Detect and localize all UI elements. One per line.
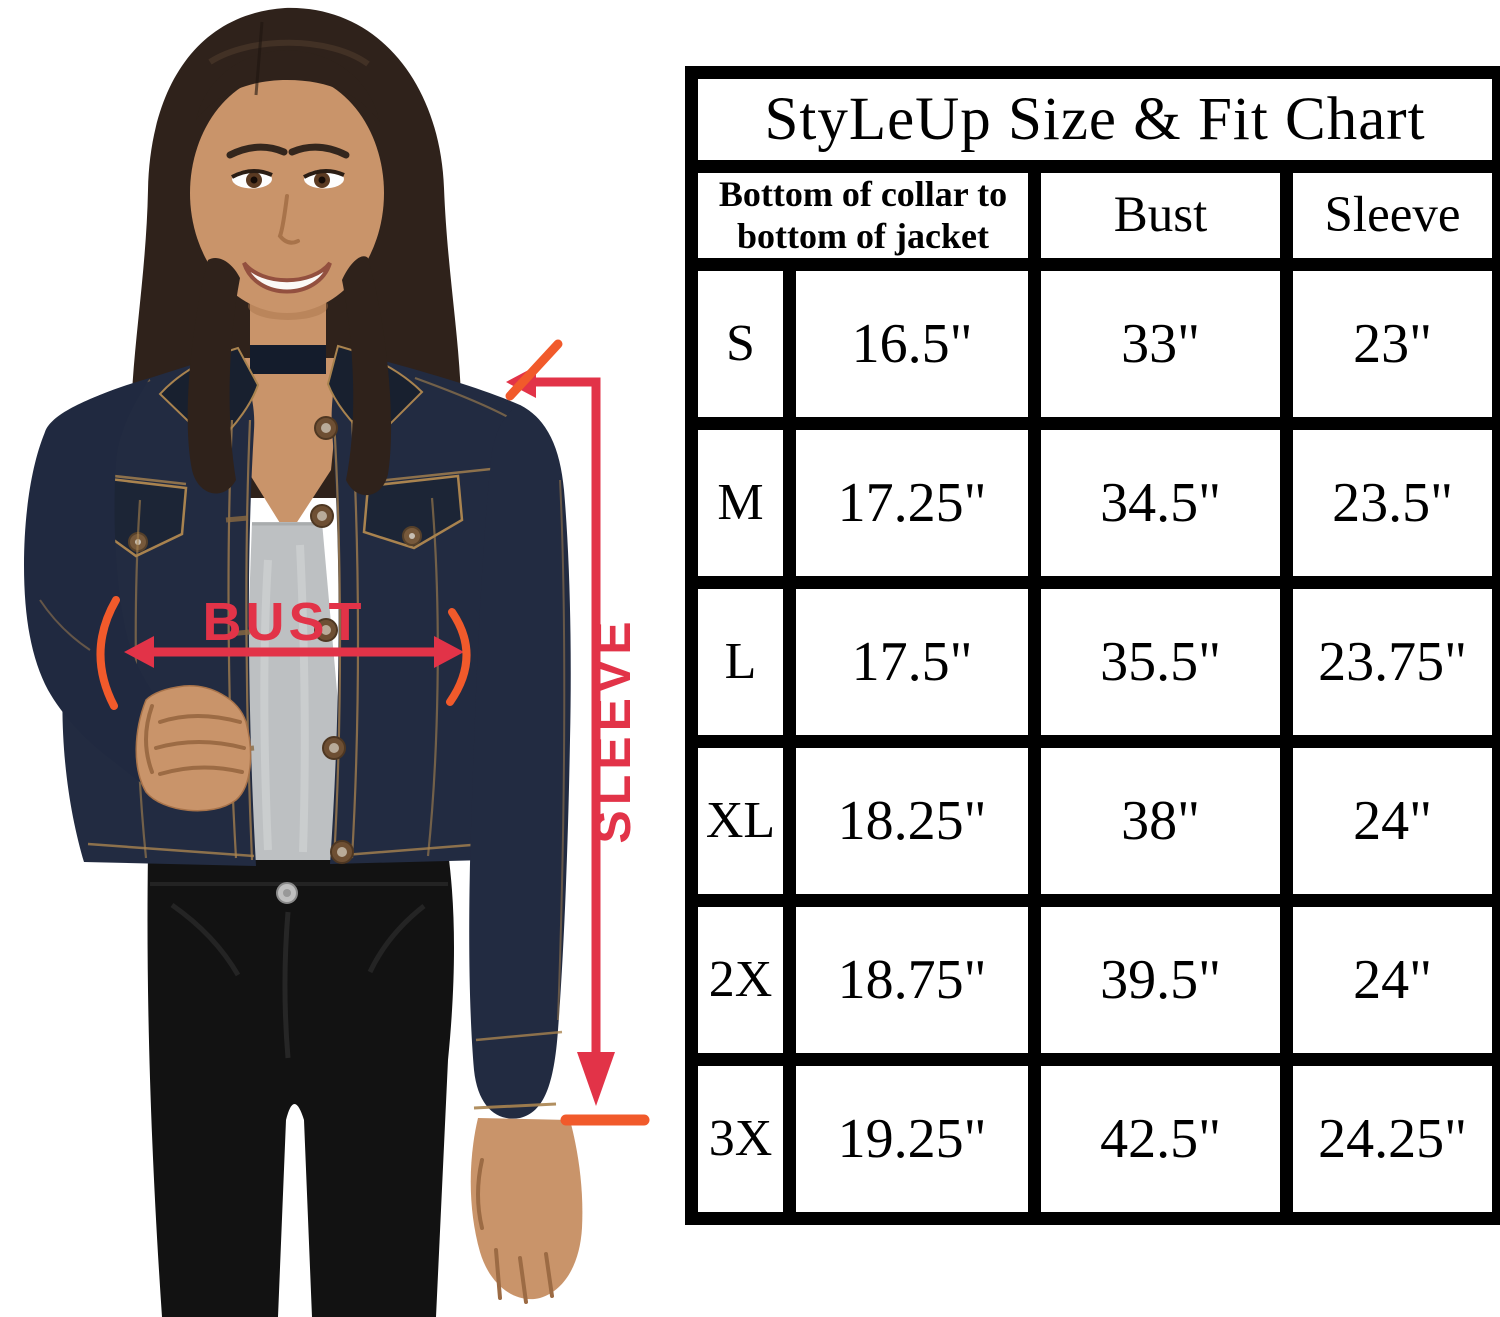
sleeve-value: 24.25": [1279, 1052, 1500, 1225]
model-left-hand: [470, 1118, 583, 1304]
bust-value: 34.5": [1028, 416, 1293, 589]
model-figure: BUST SLEEVE: [24, 7, 650, 1317]
size-cell: 3X: [685, 1052, 796, 1225]
model-right-fist: [135, 685, 252, 812]
size-cell: S: [685, 257, 796, 430]
col-header-bust: Bust: [1028, 160, 1293, 271]
size-cell: XL: [685, 734, 796, 907]
size-chart: StyLeUp Size & Fit Chart Bottom of colla…: [684, 66, 1500, 1225]
model-chest: [233, 358, 342, 536]
col-header-sleeve: Sleeve: [1279, 160, 1500, 271]
model-photo: BUST SLEEVE: [0, 0, 685, 1317]
sleeve-label: SLEEVE: [585, 616, 641, 843]
sleeve-value: 24": [1279, 734, 1500, 907]
bust-label: BUST: [203, 592, 366, 652]
sleeve-annotation: SLEEVE: [505, 339, 650, 1126]
sleeve-value: 24": [1279, 893, 1500, 1066]
size-chart-table: StyLeUp Size & Fit Chart Bottom of colla…: [684, 66, 1500, 1225]
col-header-collar: Bottom of collar to bottom of jacket: [685, 160, 1041, 271]
bust-arrow: [124, 636, 464, 668]
size-cell: M: [685, 416, 796, 589]
sleeve-value: 23.75": [1279, 575, 1500, 748]
bust-value: 33": [1028, 257, 1293, 430]
bust-annotation: BUST: [96, 592, 471, 710]
table-row-s: S 16.5" 33" 23": [685, 257, 1500, 430]
collar-value: 18.75": [783, 893, 1041, 1066]
sleeve-tick-top: [505, 339, 563, 401]
table-row-2x: 2X 18.75" 39.5" 24": [685, 893, 1500, 1066]
chart-title-row: StyLeUp Size & Fit Chart: [684, 66, 1500, 173]
table-row-3x: 3X 19.25" 42.5" 24.25": [685, 1052, 1500, 1225]
size-cell: 2X: [685, 893, 796, 1066]
bust-value: 42.5": [1028, 1052, 1293, 1225]
collar-value: 19.25": [783, 1052, 1041, 1225]
collar-value: 16.5": [783, 257, 1041, 430]
model-pants: [147, 852, 454, 1317]
chart-title: StyLeUp Size & Fit Chart: [684, 66, 1500, 173]
table-row-m: M 17.25" 34.5" 23.5": [685, 416, 1500, 589]
size-cell: L: [685, 575, 796, 748]
bust-value: 39.5": [1028, 893, 1293, 1066]
collar-value: 17.5": [783, 575, 1041, 748]
bust-bracket-left: [96, 596, 120, 710]
collar-value: 18.25": [783, 734, 1041, 907]
bust-bracket-right: [446, 608, 471, 706]
bust-value: 35.5": [1028, 575, 1293, 748]
bust-value: 38": [1028, 734, 1293, 907]
model-jacket: [24, 344, 571, 1119]
jacket-buttons: [310, 416, 354, 864]
collar-value: 17.25": [783, 416, 1041, 589]
header-row: Bottom of collar to bottom of jacket Bus…: [685, 160, 1500, 271]
table-row-l: L 17.5" 35.5" 23.75": [685, 575, 1500, 748]
table-row-xl: XL 18.25" 38" 24": [685, 734, 1500, 907]
sleeve-value: 23": [1279, 257, 1500, 430]
model-hair-front: [187, 21, 392, 496]
model-top: [240, 522, 352, 860]
sleeve-value: 23.5": [1279, 416, 1500, 589]
